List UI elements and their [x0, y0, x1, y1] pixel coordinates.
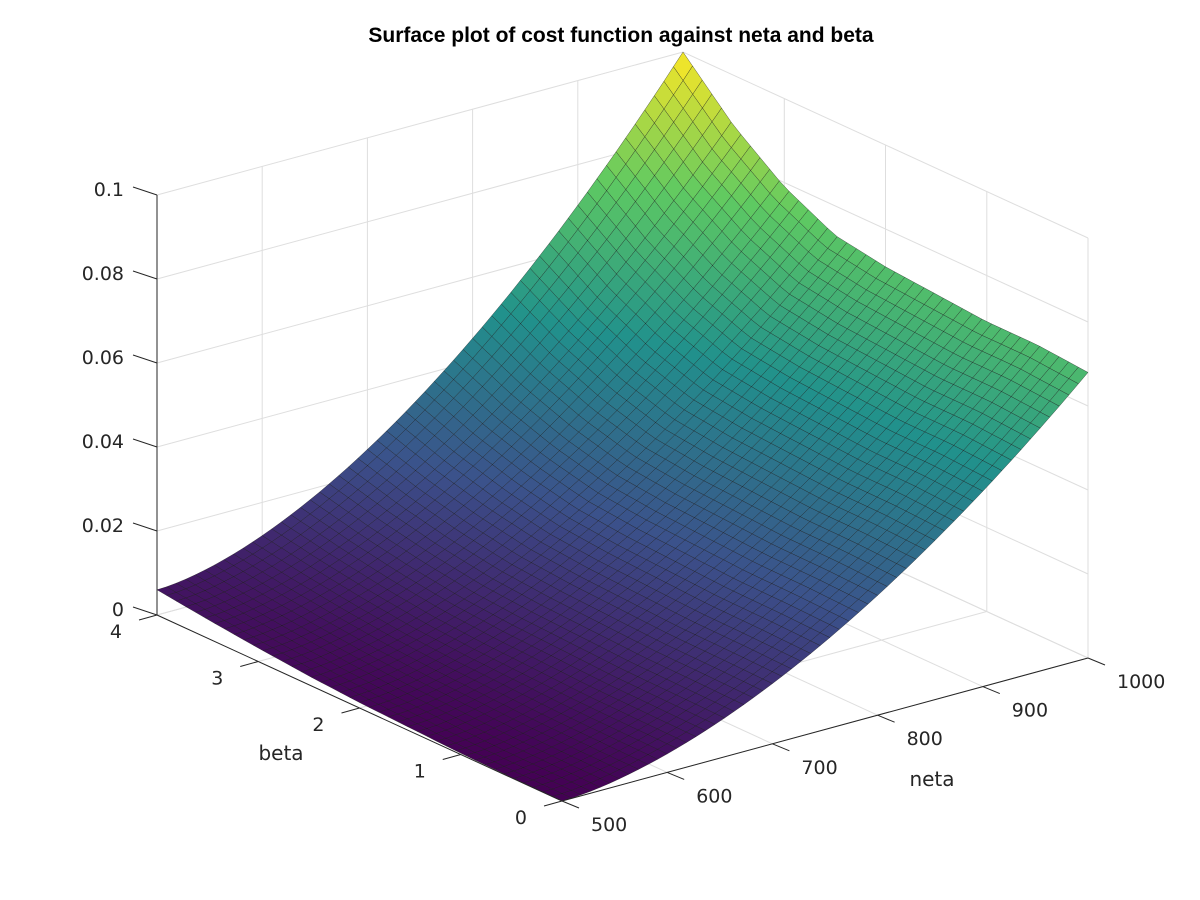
x-tick-label: 500 [591, 814, 627, 836]
y-tick-label: 3 [211, 668, 223, 690]
x-tick-label: 1000 [1117, 671, 1165, 693]
x-tick-mark [772, 743, 790, 752]
z-tick-label: 0.04 [82, 431, 124, 453]
x-tick-label: 900 [1012, 700, 1048, 722]
chart-title: Surface plot of cost function against ne… [368, 24, 874, 47]
y-tick-label: 4 [110, 621, 122, 643]
x-tick-mark [561, 800, 580, 809]
x-tick-label: 700 [801, 757, 837, 779]
x-axis-line [561, 657, 1089, 802]
x-tick-label: 800 [907, 728, 943, 750]
z-tick-label: 0 [112, 599, 124, 621]
x-axis-label: neta [909, 767, 954, 791]
y-tick-mark [442, 754, 461, 760]
y-tick-mark [341, 707, 360, 714]
y-tick-label: 1 [414, 761, 426, 783]
z-tick-label: 0.02 [82, 515, 124, 537]
y-tick-mark [543, 800, 563, 807]
y-tick-mark [138, 614, 158, 621]
z-tick-mark [132, 354, 158, 364]
x-tick-mark [1087, 657, 1106, 666]
z-tick-label: 0.1 [94, 179, 124, 201]
x-tick-label: 600 [696, 785, 732, 807]
z-tick-mark [132, 186, 158, 196]
x-tick-mark [877, 714, 895, 723]
x-tick-mark [982, 686, 1000, 695]
surface-layer [156, 51, 1089, 802]
axis-layer [132, 186, 1106, 809]
y-tick-label: 2 [312, 714, 324, 736]
z-tick-label: 0.06 [82, 347, 124, 369]
y-tick-label: 0 [515, 807, 527, 829]
y-axis-label: beta [258, 741, 303, 765]
z-tick-mark [132, 270, 158, 280]
z-tick-mark [132, 522, 158, 532]
x-tick-mark [667, 771, 685, 780]
tick-label-layer: 50060070080090010000123400.020.040.060.0… [82, 179, 1166, 836]
z-tick-label: 0.08 [82, 263, 124, 285]
z-tick-mark [132, 438, 158, 448]
z-tick-mark [132, 606, 158, 616]
y-tick-mark [240, 661, 259, 667]
